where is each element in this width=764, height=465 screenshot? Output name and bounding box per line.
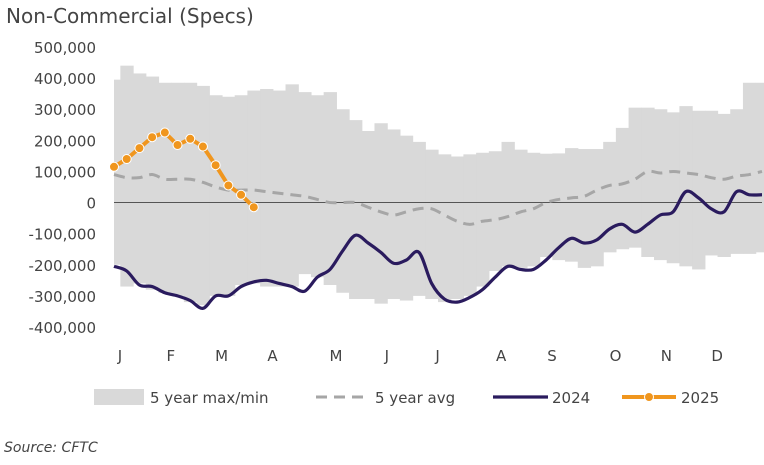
legend-band-swatch xyxy=(94,389,144,405)
y-tick-label: 500,000 xyxy=(34,39,96,57)
y-tick-label: -200,000 xyxy=(29,257,96,275)
y-tick-label: -300,000 xyxy=(29,288,96,306)
y-tick-label: 300,000 xyxy=(34,101,96,119)
y-tick-label: 400,000 xyxy=(34,70,96,88)
band-bar xyxy=(488,151,503,271)
band-bar xyxy=(272,90,287,287)
legend-2025-label: 2025 xyxy=(681,389,719,407)
x-tick-label: N xyxy=(661,347,672,365)
band-bar xyxy=(742,82,757,254)
band-bar xyxy=(412,141,426,296)
series-2025-point xyxy=(147,132,158,143)
x-tick-label: D xyxy=(711,347,723,365)
series-2025-point xyxy=(248,202,259,213)
y-tick-label: -400,000 xyxy=(29,319,96,337)
band-bar xyxy=(552,153,566,261)
series-2024-layer xyxy=(113,189,763,310)
legend-2025-marker xyxy=(644,392,654,402)
band-bar xyxy=(399,135,414,301)
band-bar xyxy=(717,113,731,257)
x-tick-label: J xyxy=(384,347,389,365)
band-bar xyxy=(310,95,325,278)
band-bar xyxy=(565,148,579,262)
x-tick-label: M xyxy=(330,347,343,365)
avg-layer xyxy=(113,169,763,226)
band-bar xyxy=(641,107,655,258)
band-bar xyxy=(615,127,630,250)
band-bar xyxy=(298,92,312,275)
band-bar xyxy=(666,112,681,264)
x-tick-label: F xyxy=(167,347,176,365)
series-2025-point xyxy=(223,180,234,191)
band-bar xyxy=(755,82,764,253)
band-bar xyxy=(260,89,274,287)
band-bar xyxy=(120,65,134,287)
band-bar xyxy=(425,149,439,299)
x-tick-label: J xyxy=(117,347,122,365)
band-bar xyxy=(514,149,528,268)
y-tick-label: 100,000 xyxy=(34,163,96,181)
series-2025-point xyxy=(121,154,132,164)
band-bar xyxy=(679,106,693,267)
x-tick-label: A xyxy=(267,347,278,365)
band-bar xyxy=(590,149,604,267)
series-2025-point xyxy=(159,127,170,138)
x-tick-label: S xyxy=(547,347,557,365)
band-bar xyxy=(654,109,668,261)
series-2025-point xyxy=(236,189,247,200)
legend-2024-label: 2024 xyxy=(552,389,590,407)
band-bar xyxy=(171,82,185,296)
series-2025-point xyxy=(185,133,196,144)
band-bar xyxy=(603,141,617,253)
series-2025-point xyxy=(210,160,221,171)
y-tick-label: -100,000 xyxy=(29,226,96,244)
band-bar xyxy=(539,153,553,257)
y-tick-label: 200,000 xyxy=(34,132,96,150)
x-tick-label: M xyxy=(215,347,228,365)
band-bar xyxy=(501,141,515,267)
y-tick-labels: 500,000 400,000 300,000 200,000 100,000 0 -100… xyxy=(29,39,96,337)
band-bar xyxy=(387,129,401,299)
series-5yr-avg-line xyxy=(113,169,763,226)
band-bar xyxy=(222,96,236,296)
band-bar xyxy=(114,79,121,265)
series-2025-point xyxy=(197,141,208,152)
band-bar xyxy=(158,82,172,293)
source-note: Source: CFTC xyxy=(4,440,98,456)
series-2025-point xyxy=(134,143,145,154)
y-tick-label: 0 xyxy=(86,195,96,213)
series-2025-layer xyxy=(109,127,259,213)
x-tick-label: J xyxy=(434,347,439,365)
band-bar xyxy=(196,85,210,306)
band-bar xyxy=(209,95,223,296)
band-bar xyxy=(183,82,198,303)
legend-band-label: 5 year max/min xyxy=(150,389,269,407)
band-bar xyxy=(349,120,363,299)
band-bar xyxy=(730,109,744,254)
band-bar xyxy=(361,131,376,299)
series-2025-point xyxy=(109,161,119,172)
band-bar xyxy=(145,76,160,290)
band-bar xyxy=(247,90,261,284)
band-bar xyxy=(692,110,706,270)
band-bar xyxy=(577,149,592,268)
series-2025-point xyxy=(172,140,183,150)
legend: 5 year max/min 5 year avg 2024 2025 xyxy=(94,389,719,407)
legend-avg-label: 5 year avg xyxy=(375,389,455,407)
band-bar xyxy=(323,92,337,285)
band-bar xyxy=(450,156,465,299)
band-bar xyxy=(438,154,452,303)
series-2024-line xyxy=(113,189,763,310)
x-tick-label: A xyxy=(496,347,507,365)
x-tick-label: O xyxy=(610,347,622,365)
chart-title: Non-Commercial (Specs) xyxy=(6,4,254,28)
band-bar xyxy=(704,110,719,256)
band-bar xyxy=(285,84,299,287)
